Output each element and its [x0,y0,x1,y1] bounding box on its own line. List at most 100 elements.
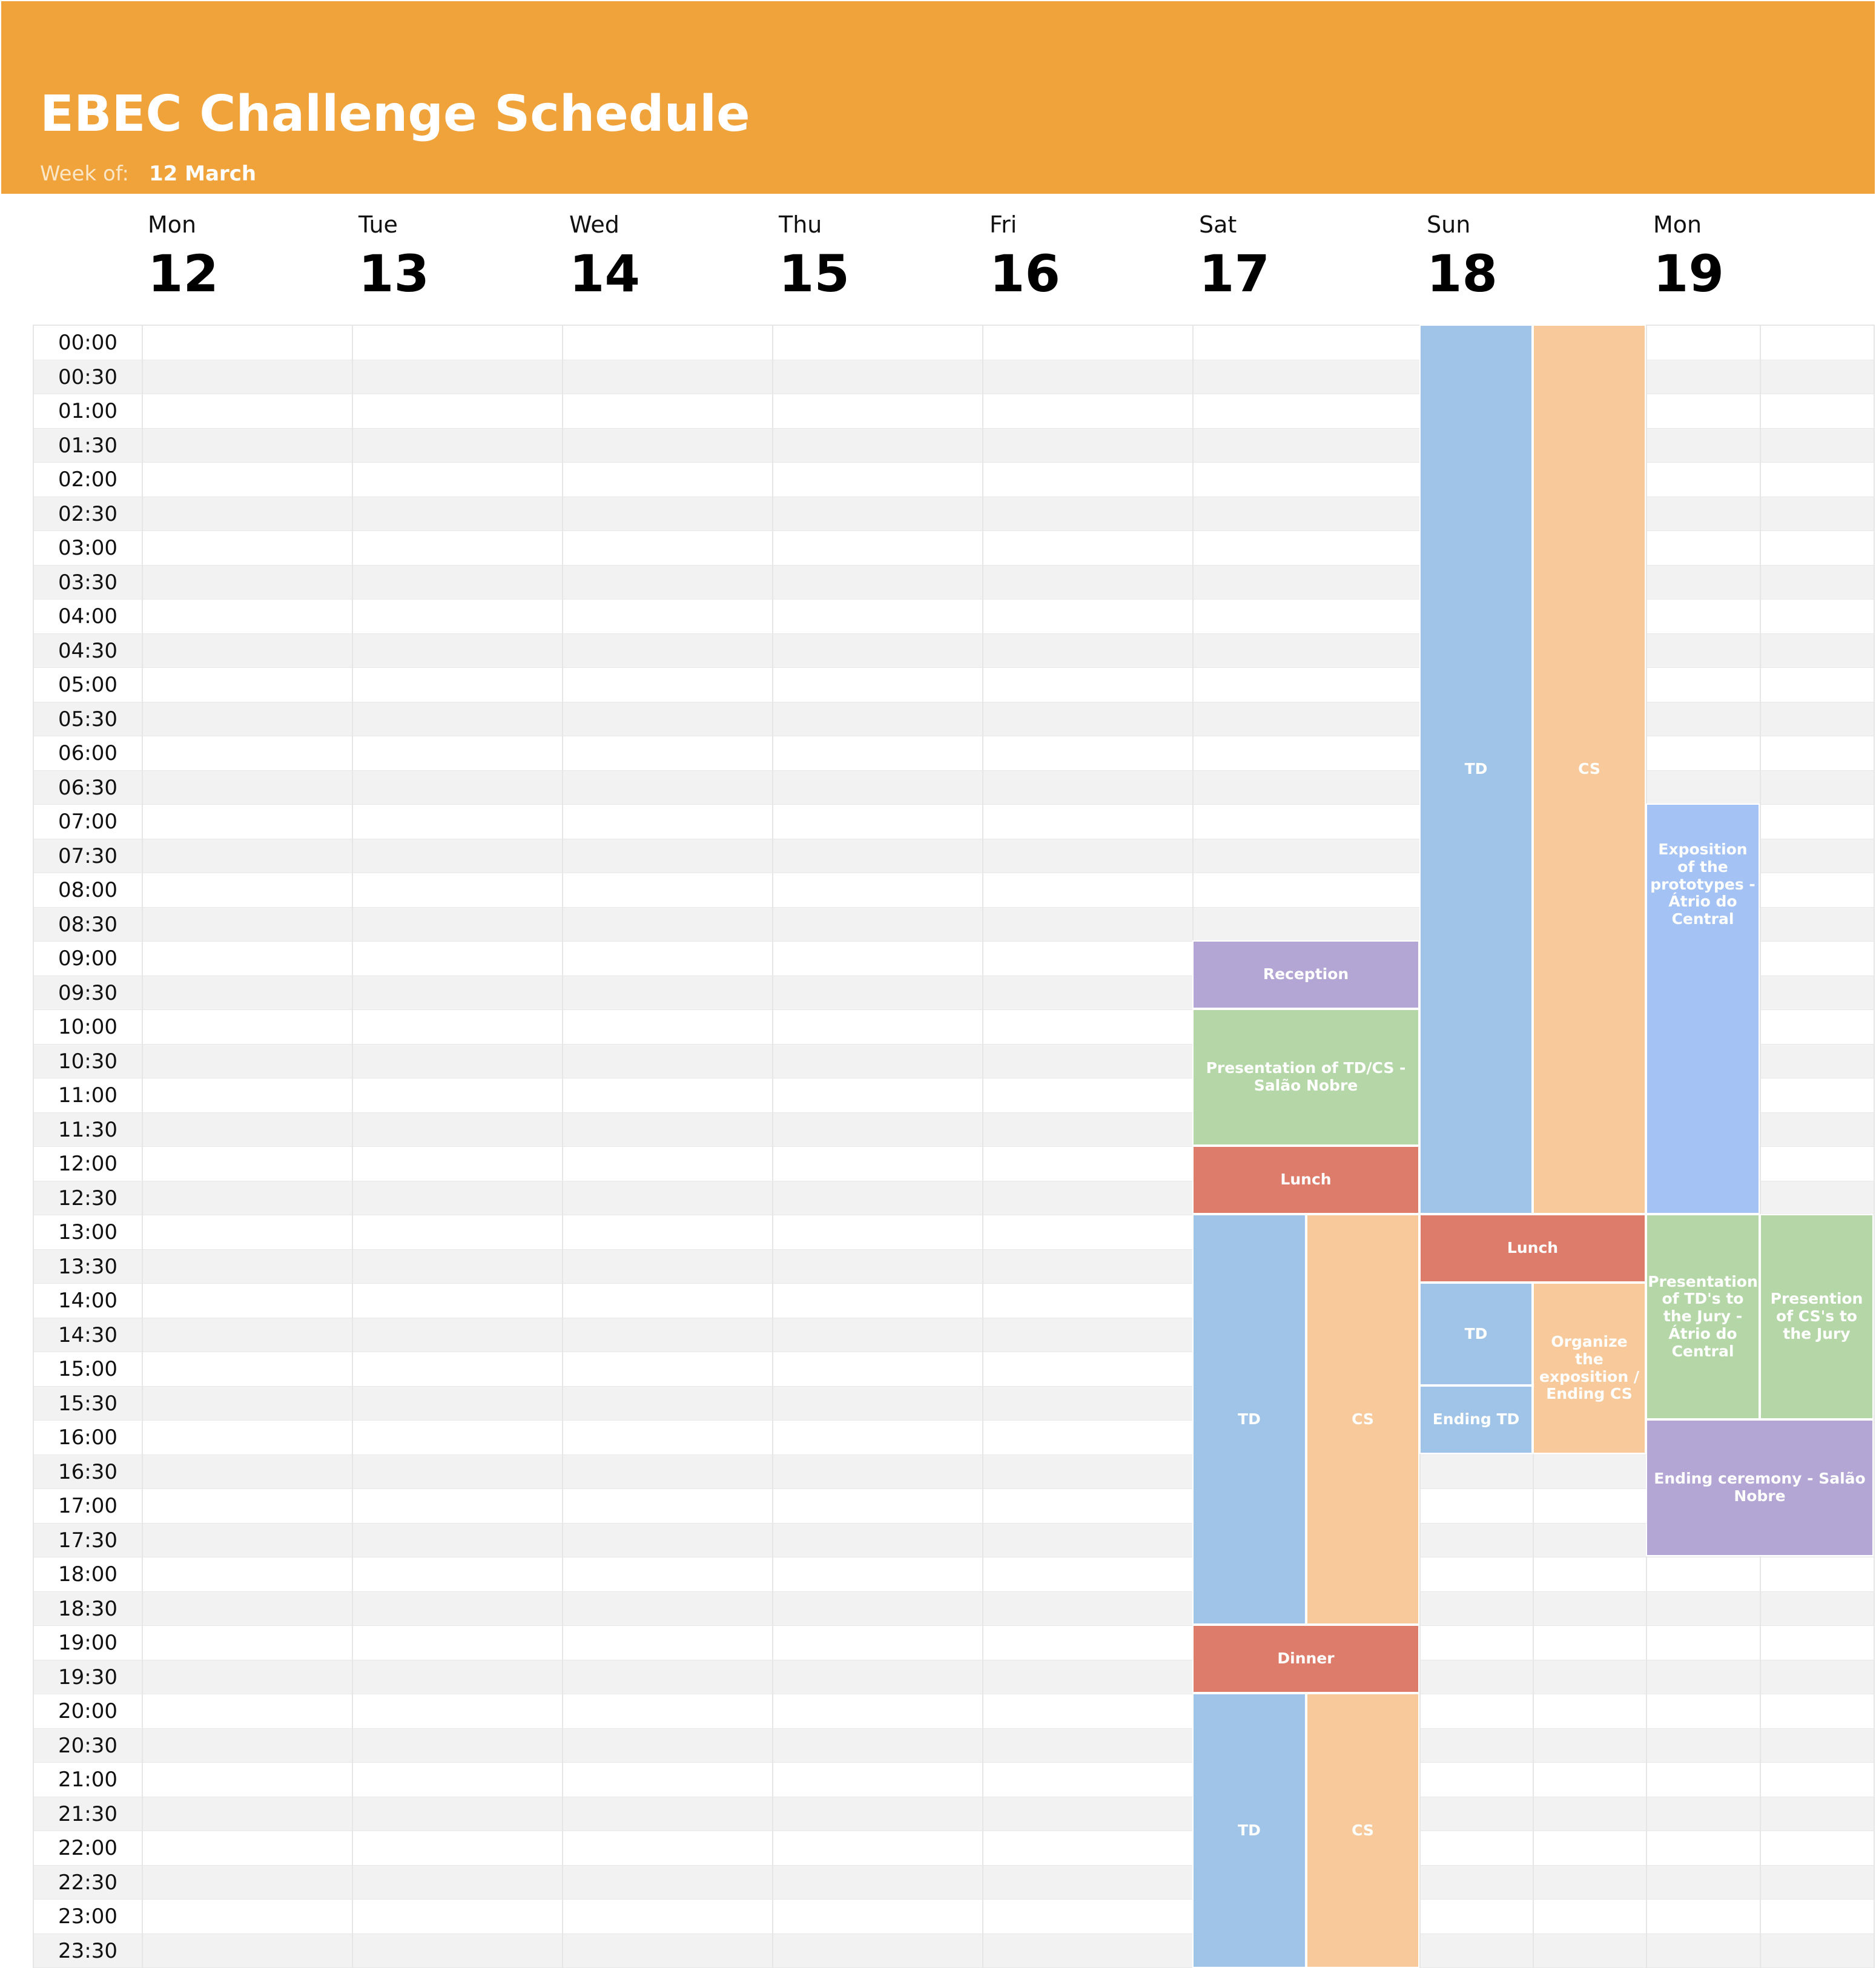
event-td[interactable]: TD [1192,1693,1306,1968]
time-label: 23:30 [58,1938,117,1963]
day-header-fri-16: Fri 16 [989,213,1060,299]
time-label: 16:30 [58,1459,117,1484]
time-label: 04:30 [58,638,117,663]
time-row: 16:00 [34,1421,1875,1455]
time-row: 05:00 [34,668,1875,702]
event-cs[interactable]: CS [1306,1214,1419,1625]
event-cs[interactable]: CS [1533,325,1646,1214]
event-label: CS [1352,1410,1374,1428]
time-label: 00:00 [58,331,117,355]
time-label: 21:30 [58,1801,117,1826]
day-name: Mon [148,211,197,238]
time-row: 19:00 [34,1626,1875,1660]
event-cs[interactable]: CS [1306,1693,1419,1968]
time-label: 15:30 [58,1391,117,1416]
time-row: 16:30 [34,1455,1875,1489]
event-exposition[interactable]: Exposition of the prototypes - Átrio do … [1646,804,1760,1214]
event-ending-td[interactable]: Ending TD [1419,1385,1533,1454]
time-label: 17:30 [58,1528,117,1553]
time-row: 22:00 [34,1831,1875,1866]
day-name: Fri [989,211,1017,238]
page-title: EBEC Challenge Schedule [40,85,750,143]
time-row: 23:30 [34,1933,1875,1968]
event-organize-exposition[interactable]: Organize the exposition / Ending CS [1533,1283,1646,1454]
event-lunch[interactable]: Lunch [1419,1214,1646,1283]
day-number: 14 [569,244,640,303]
day-number: 12 [148,244,219,303]
time-row: 22:30 [34,1865,1875,1900]
time-label: 07:30 [58,844,117,868]
time-row: 20:00 [34,1694,1875,1729]
event-label: Ending ceremony - Salão Nobre [1654,1470,1866,1505]
time-row: 18:30 [34,1591,1875,1626]
time-label: 08:00 [58,878,117,902]
time-label: 05:00 [58,673,117,697]
time-row: 20:30 [34,1728,1875,1763]
time-label: 22:30 [58,1870,117,1895]
event-ending-ceremony[interactable]: Ending ceremony - Salão Nobre [1646,1419,1874,1556]
time-label: 10:30 [58,1049,117,1074]
column-divider [982,325,983,1968]
event-presentation-cs-jury[interactable]: Presention of CS's to the Jury [1760,1214,1874,1419]
week-label: Week of: [40,162,129,186]
event-label: Lunch [1280,1171,1332,1189]
time-row: 12:00 [34,1147,1875,1181]
time-row: 04:00 [34,599,1875,634]
time-row: 18:00 [34,1557,1875,1592]
event-td[interactable]: TD [1419,325,1533,1214]
event-label: Exposition of the prototypes - Átrio do … [1650,840,1755,928]
time-label: 06:30 [58,775,117,800]
day-name: Mon [1653,211,1702,238]
time-label: 21:00 [58,1768,117,1792]
event-label: Organize the exposition / Ending CS [1539,1333,1639,1403]
event-presentation-td-jury[interactable]: Presentation of TD's to the Jury - Átrio… [1646,1214,1760,1419]
time-label: 18:30 [58,1596,117,1621]
time-label: 09:00 [58,946,117,971]
time-label: 19:30 [58,1665,117,1689]
time-label: 14:30 [58,1322,117,1347]
event-label: TD [1238,1821,1261,1839]
column-divider [1760,325,1761,1968]
column-divider [562,325,563,1968]
day-name: Thu [779,211,822,238]
time-label: 07:00 [58,810,117,834]
day-header-sun-18: Sun 18 [1427,213,1498,299]
day-number: 17 [1199,244,1270,303]
event-dinner[interactable]: Dinner [1192,1625,1419,1693]
event-reception[interactable]: Reception [1192,940,1419,1009]
time-row: 09:00 [34,942,1875,976]
column-divider [352,325,353,1968]
event-presentation[interactable]: Presentation of TD/CS - Salão Nobre [1192,1009,1419,1146]
day-number: 18 [1427,244,1498,303]
day-number: 19 [1653,244,1724,303]
time-row: 00:00 [34,326,1875,360]
time-row: 07:00 [34,805,1875,839]
time-label: 11:30 [58,1117,117,1142]
day-header-mon-19: Mon 19 [1653,213,1724,299]
day-header-wed-14: Wed 14 [569,213,640,299]
event-td[interactable]: TD [1192,1214,1306,1625]
event-label: Lunch [1507,1239,1559,1257]
event-lunch[interactable]: Lunch [1192,1146,1419,1214]
time-label: 02:30 [58,501,117,526]
time-label: 06:00 [58,741,117,765]
time-label: 10:00 [58,1015,117,1039]
column-divider [1874,325,1875,1968]
time-row: 01:00 [34,394,1875,429]
event-label: TD [1464,1324,1488,1342]
column-divider [142,325,143,1968]
time-row: 17:30 [34,1523,1875,1557]
time-label: 12:30 [58,1186,117,1210]
time-label: 16:00 [58,1425,117,1450]
time-label: 20:30 [58,1733,117,1758]
time-row: 11:00 [34,1078,1875,1113]
day-header-thu-15: Thu 15 [779,213,850,299]
day-name: Sat [1199,211,1237,238]
event-label: CS [1578,760,1600,778]
time-label: 04:00 [58,604,117,629]
event-label: Dinner [1277,1649,1335,1668]
time-label: 08:30 [58,912,117,937]
time-label: 01:30 [58,433,117,458]
time-label: 05:30 [58,707,117,731]
event-td[interactable]: TD [1419,1283,1533,1385]
